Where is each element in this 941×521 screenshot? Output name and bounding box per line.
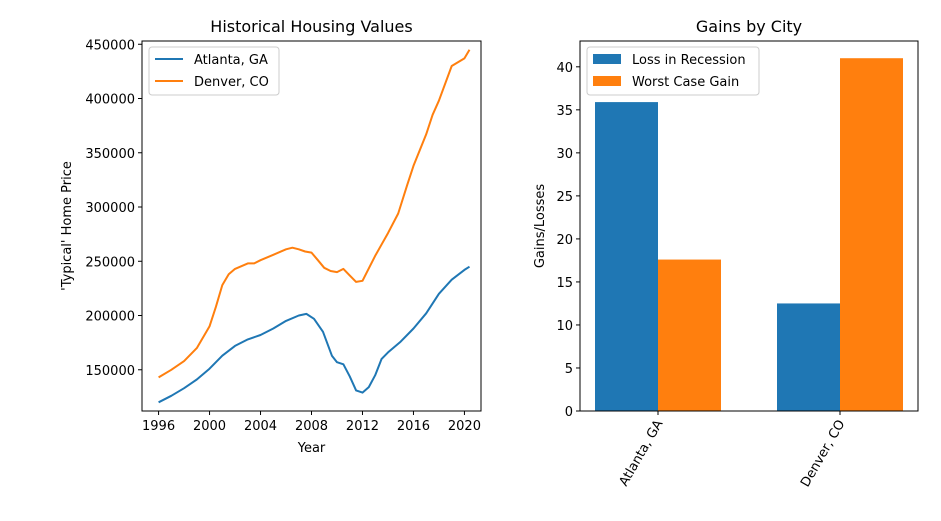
bar-chart-bars (595, 58, 903, 412)
bar-chart-y-tick-label: 5 (565, 362, 573, 377)
legend-label-loss: Loss in Recession (632, 53, 746, 68)
bar-chart-title: Gains by City (696, 17, 802, 36)
bar-chart-y-tick-label: 10 (556, 319, 573, 334)
bar-chart-y-tick-label: 20 (556, 233, 573, 248)
line-chart-x-ticks: 1996 2000 2004 2008 2012 2016 2020 (142, 411, 481, 434)
legend-swatch-gain (593, 76, 621, 86)
line-chart-xlabel: Year (297, 441, 326, 456)
bar-loss-denver (777, 303, 840, 411)
bar-chart-y-tick-label: 35 (556, 104, 573, 119)
line-chart-frame (141, 40, 482, 412)
legend-label-gain: Worst Case Gain (632, 75, 739, 90)
bar-gain-denver (840, 58, 903, 412)
line-chart-title: Historical Housing Values (210, 17, 412, 36)
bar-chart: Gains by City Gains/Losses 0 5 10 15 20 25 30 3… (533, 17, 919, 490)
line-chart-ylabel: 'Typical' Home Price (60, 161, 75, 291)
line-chart-y-tick-label: 400000 (85, 93, 135, 108)
line-chart-legend: Atlanta, GA Denver, CO (148, 46, 280, 96)
bar-chart-legend-box (586, 46, 760, 96)
line-chart-x-tick-label: 2000 (193, 419, 226, 434)
legend-label-atlanta: Atlanta, GA (194, 53, 268, 68)
legend-label-denver: Denver, CO (194, 75, 269, 90)
bar-gain-atlanta (658, 259, 721, 411)
bar-chart-legend: Loss in Recession Worst Case Gain (586, 46, 760, 96)
bar-chart-frame (579, 40, 919, 412)
line-chart-y-tick-label: 350000 (85, 147, 135, 162)
bar-chart-y-tick-label: 0 (565, 405, 573, 420)
bar-chart-y-tick-label: 15 (556, 276, 573, 291)
line-chart-y-tick-label: 300000 (85, 201, 135, 216)
bar-chart-y-tick-label: 25 (556, 190, 573, 205)
bar-chart-category-label: Atlanta, GA (617, 417, 667, 489)
series-line-atlanta (158, 265, 471, 404)
line-chart-y-tick-label: 250000 (85, 255, 135, 270)
bar-chart-category-label: Denver, CO (798, 418, 848, 490)
line-chart-x-tick-label: 2008 (295, 419, 328, 434)
legend-swatch-loss (593, 54, 621, 64)
bar-loss-atlanta (595, 102, 658, 412)
bar-chart-y-tick-label: 40 (556, 61, 573, 76)
bar-chart-ylabel: Gains/Losses (533, 184, 548, 269)
line-chart-y-tick-label: 450000 (85, 38, 135, 53)
bar-chart-x-ticks: Atlanta, GA Denver, CO (617, 411, 848, 490)
series-line-denver (158, 49, 471, 379)
line-chart: Historical Housing Values Year 'Typical'… (60, 17, 482, 456)
line-chart-lines (158, 49, 471, 404)
line-chart-x-tick-label: 2020 (448, 419, 481, 434)
line-chart-x-tick-label: 2004 (244, 419, 277, 434)
line-chart-x-tick-label: 2012 (346, 419, 379, 434)
line-chart-y-tick-label: 150000 (85, 364, 135, 379)
line-chart-x-tick-label: 2016 (397, 419, 430, 434)
bar-chart-y-ticks: 0 5 10 15 20 25 30 35 40 (556, 61, 580, 420)
line-chart-x-tick-label: 1996 (142, 419, 175, 434)
line-chart-y-ticks: 150000 200000 250000 300000 350000 400000 4500… (85, 38, 142, 379)
bar-chart-y-tick-label: 30 (556, 147, 573, 162)
line-chart-y-tick-label: 200000 (85, 310, 135, 325)
